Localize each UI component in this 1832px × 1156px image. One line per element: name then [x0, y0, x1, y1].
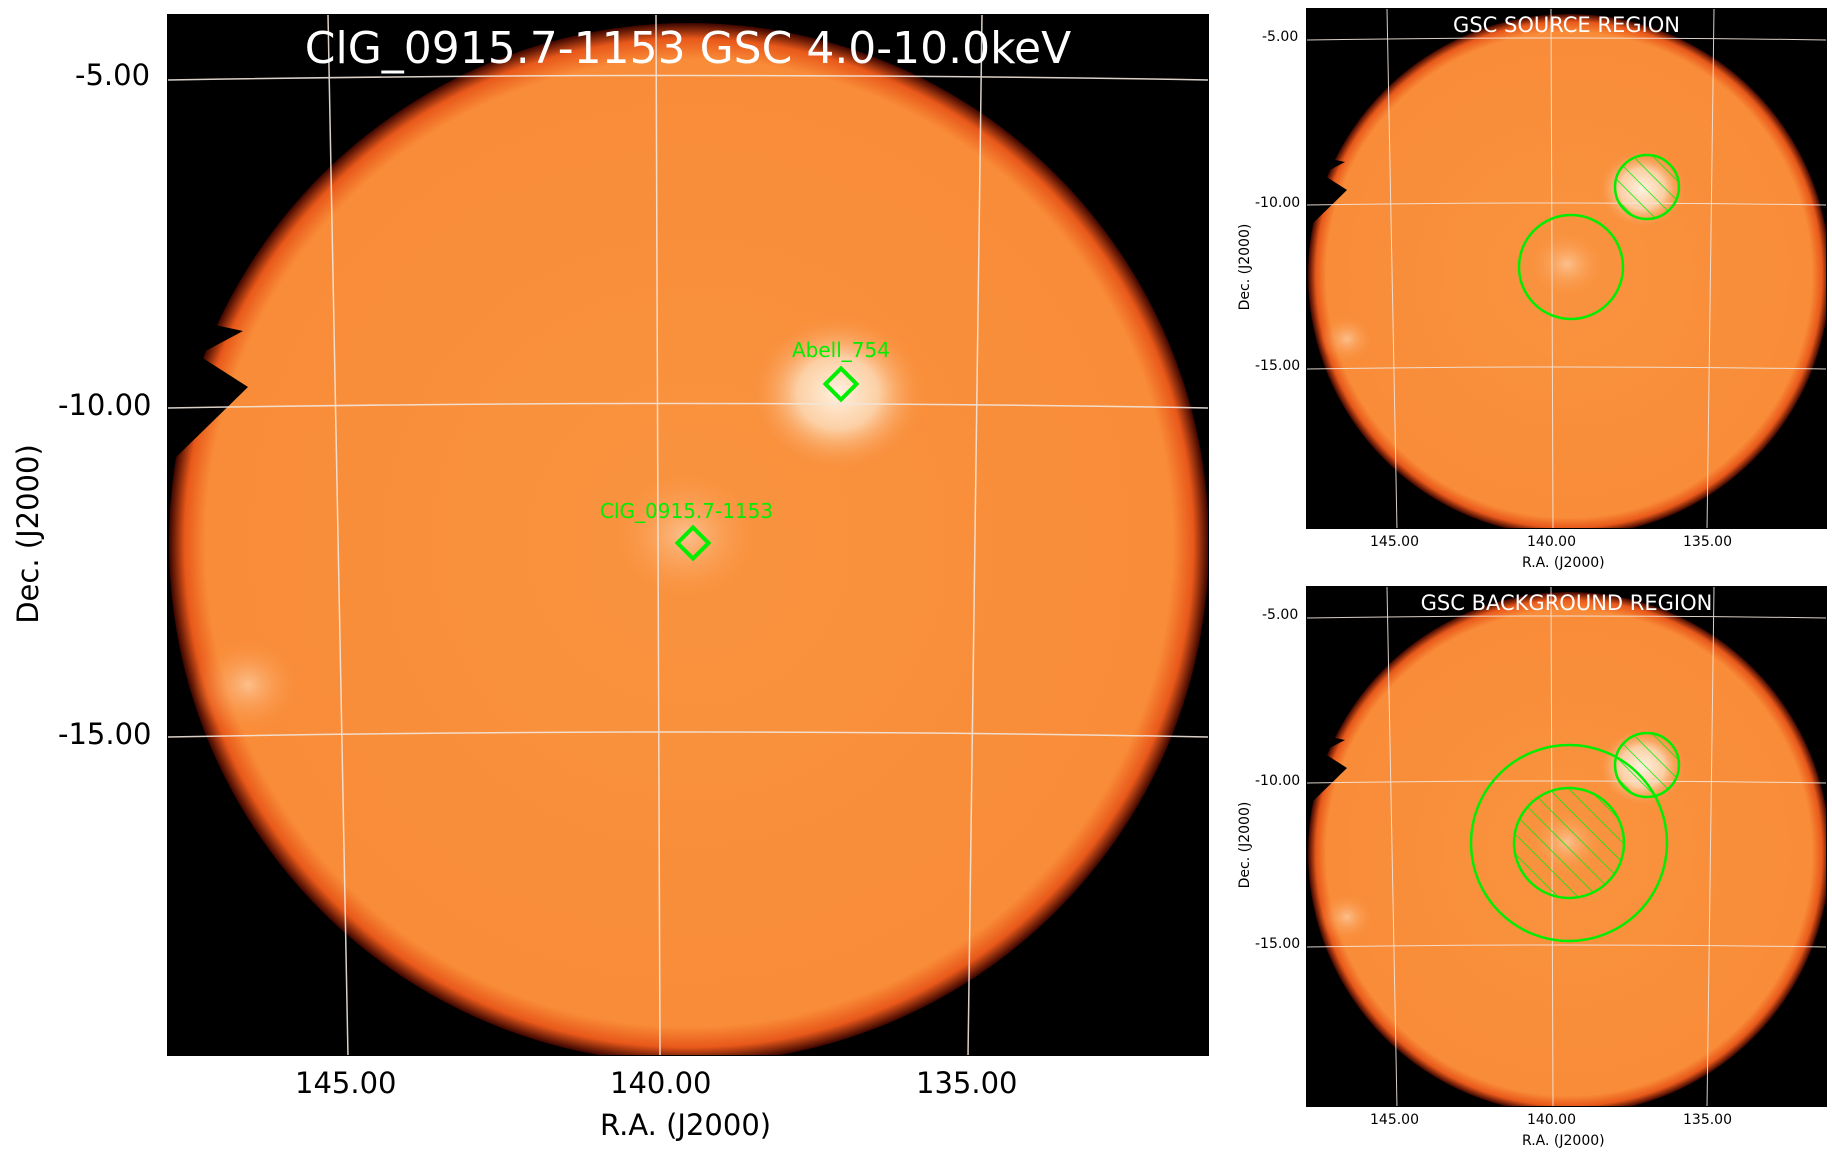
abell-754-marker[interactable]	[822, 365, 860, 403]
source-x-tick-3: 135.00	[1683, 534, 1732, 550]
background-x-axis-label: R.A. (J2000)	[1522, 1133, 1605, 1149]
abell-754-emission	[748, 313, 928, 473]
main-x-axis-label: R.A. (J2000)	[600, 1108, 772, 1142]
main-panel-title: ClG_0915.7-1153 GSC 4.0-10.0keV	[304, 23, 1072, 74]
faint-emission-left	[193, 635, 303, 735]
background-x-tick-1: 145.00	[1370, 1112, 1419, 1128]
source-region-svg	[1307, 9, 1826, 528]
clg-0915-label: ClG_0915.7-1153	[600, 499, 774, 523]
main-image-svg	[168, 15, 1208, 1055]
clg-0915-marker[interactable]	[674, 524, 712, 562]
excluded-abell-754-region[interactable]	[1613, 731, 1681, 799]
faint-emission-left	[1319, 314, 1375, 364]
source-x-tick-1: 145.00	[1370, 534, 1419, 550]
background-x-tick-3: 135.00	[1683, 1112, 1732, 1128]
source-y-tick-1: -5.00	[1262, 29, 1299, 45]
source-y-tick-3: -15.00	[1255, 358, 1301, 374]
coordinate-grid	[1307, 587, 1826, 1106]
main-y-tick-3: -15.00	[58, 717, 152, 751]
background-region-svg	[1307, 587, 1826, 1106]
background-y-axis-label: Dec. (J2000)	[1237, 801, 1253, 889]
coordinate-grid	[1307, 9, 1826, 528]
background-x-tick-2: 140.00	[1527, 1112, 1576, 1128]
source-region-circle[interactable]	[1517, 213, 1625, 321]
source-y-axis-label: Dec. (J2000)	[1237, 223, 1253, 311]
main-y-axis-label: Dec. (J2000)	[11, 444, 45, 624]
excluded-source-region[interactable]	[1512, 786, 1626, 900]
main-y-tick-2: -10.00	[58, 388, 152, 422]
cluster-emission	[1527, 229, 1607, 299]
background-annulus-outer[interactable]	[1469, 743, 1669, 943]
main-x-tick-2: 140.00	[610, 1066, 712, 1100]
main-x-tick-3: 135.00	[916, 1066, 1018, 1100]
background-y-tick-2: -10.00	[1255, 773, 1301, 789]
source-x-axis-label: R.A. (J2000)	[1522, 555, 1605, 571]
background-y-tick-1: -5.00	[1262, 607, 1299, 623]
coordinate-grid	[168, 15, 1208, 1055]
faint-emission-left	[1319, 892, 1375, 942]
main-y-tick-1: -5.00	[75, 58, 151, 92]
field-notch	[1307, 732, 1347, 807]
background-region-panel: GSC BACKGROUND REGION	[1306, 586, 1827, 1107]
source-region-panel: GSC SOURCE REGION	[1306, 8, 1827, 529]
source-x-tick-2: 140.00	[1527, 534, 1576, 550]
background-panel-title: GSC BACKGROUND REGION	[1420, 591, 1713, 615]
background-y-tick-3: -15.00	[1255, 936, 1301, 952]
main-x-tick-1: 145.00	[295, 1066, 397, 1100]
field-notch	[1307, 154, 1347, 229]
abell-754-label: Abell_754	[792, 338, 890, 362]
field-notch	[168, 315, 248, 465]
excluded-abell-754-region[interactable]	[1613, 153, 1681, 221]
source-y-tick-2: -10.00	[1255, 195, 1301, 211]
source-panel-title: GSC SOURCE REGION	[1453, 13, 1680, 37]
main-image-panel: ClG_0915.7-1153 GSC 4.0-10.0keV Abell_75…	[167, 14, 1209, 1056]
